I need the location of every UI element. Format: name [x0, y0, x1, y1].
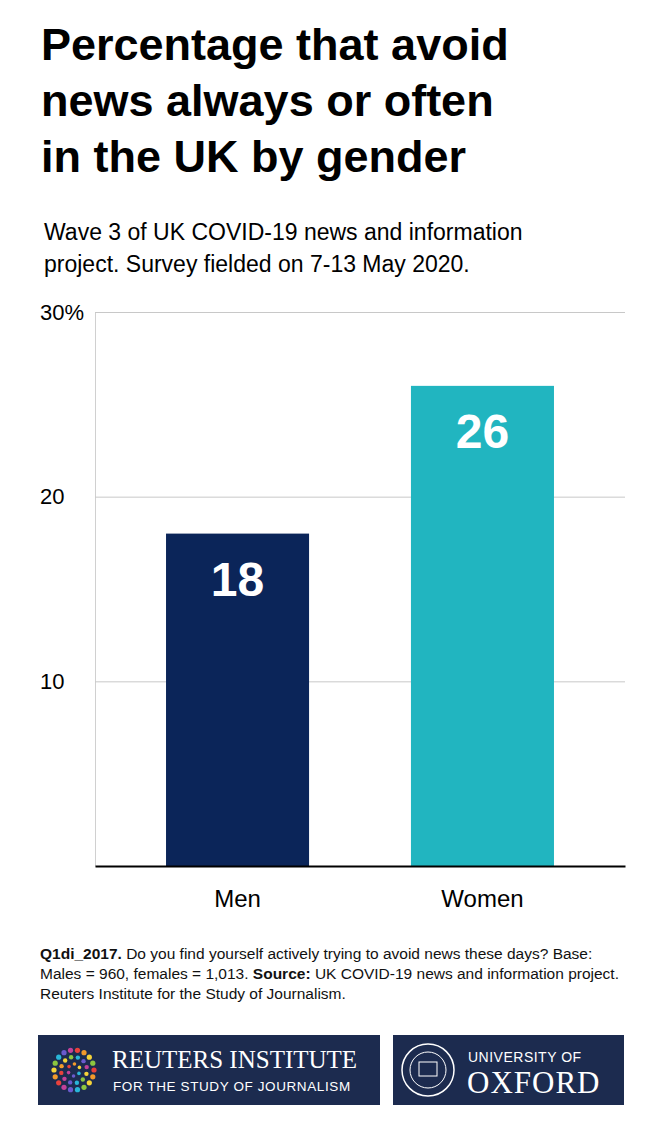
x-tick-label: Women	[441, 885, 523, 912]
logo-dot	[63, 1058, 67, 1062]
footnote: Q1di_2017. Do you find yourself actively…	[40, 944, 628, 1004]
logo-dot	[61, 1050, 66, 1055]
logo-dot	[75, 1048, 80, 1053]
title: Percentage that avoidnews always or ofte…	[41, 19, 509, 182]
logo-dot	[84, 1065, 88, 1069]
x-axis-line	[96, 866, 626, 868]
logo-dot	[90, 1074, 95, 1079]
logo-seal	[410, 1052, 446, 1088]
title-line: in the UK by gender	[41, 131, 466, 182]
logo-dot	[69, 1055, 73, 1059]
logo-dot	[78, 1066, 82, 1070]
logo-dot	[56, 1055, 61, 1060]
logo-dot	[68, 1087, 73, 1092]
logo-dot	[59, 1064, 63, 1068]
logo-dot	[68, 1048, 73, 1053]
logo-dot	[77, 1072, 81, 1076]
reuters-logo: REUTERS INSTITUTE FOR THE STUDY OF JOURNA…	[38, 1035, 380, 1105]
subtitle-line: project. Survey fielded on 7-13 May 2020…	[44, 251, 470, 277]
logo-box	[393, 1035, 624, 1105]
logo-dot	[53, 1074, 58, 1079]
logo-seal	[402, 1044, 454, 1096]
logo-dot	[81, 1059, 85, 1063]
logo-seal	[419, 1062, 437, 1076]
title-line: news always or often	[41, 75, 494, 126]
logo-dot	[84, 1072, 88, 1076]
logo-dot	[75, 1087, 80, 1092]
data-label: 18	[211, 553, 264, 606]
x-tick: Men	[214, 885, 261, 912]
title-line: Percentage that avoid	[41, 19, 509, 70]
data-labels: 1826	[211, 405, 509, 606]
logo-box	[38, 1035, 380, 1105]
data-label: 26	[456, 405, 509, 458]
logo-dot	[51, 1067, 56, 1072]
logo-dot	[90, 1061, 95, 1066]
logo-dot	[56, 1080, 61, 1085]
bar	[166, 534, 309, 866]
logo-dot	[67, 1071, 71, 1075]
bars	[166, 386, 554, 866]
logo-text: FOR THE STUDY OF JOURNALISM	[113, 1079, 351, 1094]
logo-dot	[53, 1061, 58, 1066]
y-axis-line	[95, 313, 96, 867]
logo-dot	[72, 1074, 76, 1078]
logo-dot	[81, 1050, 86, 1055]
logo-dot	[61, 1085, 66, 1090]
y-tick-label: 30%	[40, 300, 84, 325]
logo-text: OXFORD	[467, 1065, 600, 1100]
y-tick: 30%	[40, 300, 625, 325]
x-axis: Men Women	[96, 867, 626, 913]
y-tick-label: 10	[40, 669, 64, 694]
source-label: Source:	[253, 965, 311, 982]
y-tick-label: 20	[40, 484, 64, 509]
logo-dot	[87, 1055, 92, 1060]
logo-dot	[87, 1080, 92, 1085]
logo-dot	[59, 1071, 63, 1075]
bar	[411, 386, 554, 866]
logo-dot	[91, 1067, 96, 1072]
x-tick: Women	[441, 885, 523, 912]
logo-text: UNIVERSITY OF	[468, 1049, 582, 1065]
logo-dot	[75, 1080, 79, 1084]
subtitle-line: Wave 3 of UK COVID-19 news and informati…	[44, 219, 523, 245]
logo-dot	[81, 1085, 86, 1090]
logo-dot	[62, 1077, 66, 1081]
logo-dot	[76, 1055, 80, 1059]
logo-dot	[67, 1065, 71, 1069]
x-tick-label: Men	[214, 885, 261, 912]
question-id: Q1di_2017.	[40, 945, 122, 962]
y-axis: 10 20 30%	[40, 300, 625, 867]
grid-line	[95, 312, 625, 313]
logo-text: REUTERS INSTITUTE	[112, 1046, 357, 1073]
subtitle: Wave 3 of UK COVID-19 news and informati…	[44, 219, 523, 277]
logo-dot	[73, 1062, 77, 1066]
oxford-logo: UNIVERSITY OFOXFORD	[393, 1035, 624, 1105]
logo-dot	[68, 1080, 72, 1084]
logo-dot	[81, 1077, 85, 1081]
